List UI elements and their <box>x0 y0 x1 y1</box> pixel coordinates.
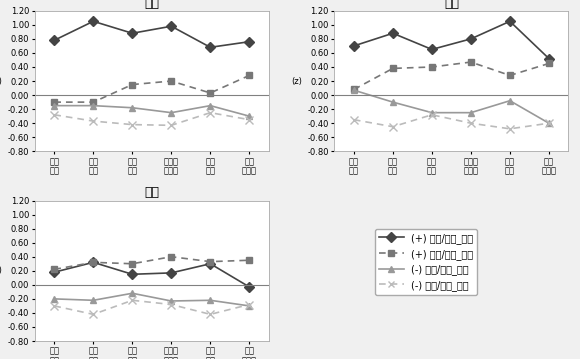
Title: 국어: 국어 <box>144 0 160 10</box>
Y-axis label: (z): (z) <box>0 266 2 275</box>
Y-axis label: (z): (z) <box>0 76 2 85</box>
Y-axis label: (z): (z) <box>291 76 302 85</box>
Title: 영어: 영어 <box>144 186 160 199</box>
Legend: (+) 향상/격차_감소, (+) 향상/격차_증가, (-) 향상/격차_감소, (-) 향상/격차_증가: (+) 향상/격차_감소, (+) 향상/격차_증가, (-) 향상/격차_감소… <box>375 229 477 295</box>
Title: 수학: 수학 <box>444 0 459 10</box>
